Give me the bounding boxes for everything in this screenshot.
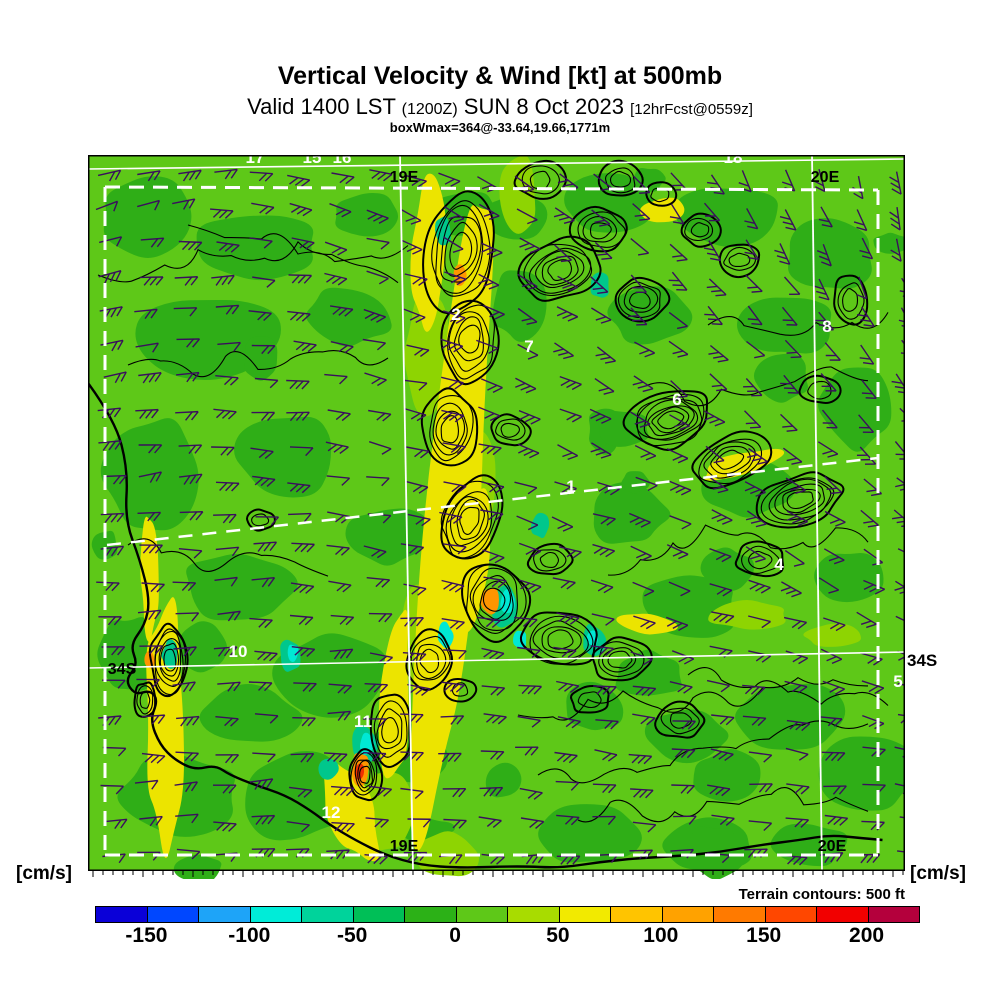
colorbar-segment: [714, 907, 766, 922]
graticule-label: 19E: [390, 169, 419, 186]
graticule-label: 19E: [390, 838, 419, 855]
colorbar-tick-label: 100: [643, 924, 679, 947]
colorbar-segment: [817, 907, 869, 922]
boxwmax-line: boxWmax=364@-33.64,19.66,1771m: [389, 120, 611, 135]
box-number-label: 6: [672, 390, 681, 409]
colorbar-segment: [662, 907, 714, 922]
colorbar-segment: [250, 907, 302, 922]
colorbar-tick-label: -100: [228, 924, 271, 947]
box-number-label: 10: [229, 642, 248, 661]
colorbar-tick-label: -150: [125, 924, 168, 947]
colorbar-segment: [559, 907, 611, 922]
colorbar-segment: [405, 907, 457, 922]
domain-box-top: [104, 185, 879, 192]
valid-prefix: Valid 1400 LST: [247, 94, 402, 119]
box-number-label: 12: [322, 803, 341, 822]
box-number-label: 18: [724, 155, 743, 167]
valid-utc: (1200Z): [401, 101, 458, 118]
box-number-label: 2: [451, 305, 460, 324]
colorbar-tick-label: 200: [849, 924, 885, 947]
terrain-contours-note: Terrain contours: 500 ft: [738, 886, 905, 903]
colorbar-tick-label: 150: [746, 924, 782, 947]
colorbar-segment: [611, 907, 663, 922]
colorbar-segment: [868, 907, 919, 922]
colorbar-segment: [765, 907, 817, 922]
colorbar-segment: [199, 907, 251, 922]
valid-date: SUN 8 Oct 2023: [457, 94, 631, 119]
colorbar: [95, 906, 920, 923]
forecast-note: [12hrFcst@0559z]: [630, 101, 753, 118]
graticule-label: 20E: [818, 838, 847, 855]
meridian-19E: [399, 155, 414, 872]
colorbar-segment: [302, 907, 354, 922]
box-number-label: 11: [354, 712, 372, 731]
graticule: [88, 155, 905, 872]
colorbar-segment: [96, 907, 148, 922]
box-number-label: 15: [303, 155, 322, 167]
box-number-label: 8: [822, 317, 831, 336]
latitude-label-right: 34S: [907, 651, 938, 670]
valid-time-line: Valid 1400 LST (1200Z) SUN 8 Oct 2023 [1…: [0, 94, 1000, 120]
box-number-label: 16: [333, 155, 352, 167]
box-number-label: 4: [774, 555, 784, 574]
meridian-20E: [811, 155, 823, 872]
colorbar-tick-label: 0: [449, 924, 461, 947]
colorbar-labels: -150 -100 -50 0 50 100 150 200: [95, 924, 918, 952]
box-number-label: 5: [893, 672, 902, 691]
map-frame: [88, 155, 905, 871]
box-number-label: 7: [524, 337, 533, 356]
wind-barbs: [95, 168, 905, 866]
colorbar-tick-label: -50: [337, 924, 368, 947]
coastline: [88, 382, 883, 869]
colorbar-segment: [353, 907, 405, 922]
colorbar-segment: [508, 907, 560, 922]
colorbar-segment: [147, 907, 199, 922]
graticule-label: 34S: [108, 661, 137, 678]
map-canvas: 17 15 16 18 2 7 6 8 1 4 10 11 12 5 19E 20E 34S 19E 20E: [88, 155, 905, 879]
units-label-left: [cm/s]: [16, 863, 72, 884]
chart-title: Vertical Velocity & Wind [kt] at 500mb: [277, 62, 723, 90]
box-number-label: 1: [566, 477, 575, 496]
parallel-34S: [88, 651, 905, 669]
frame-ticks: [92, 871, 904, 877]
box-number-label: 17: [246, 155, 265, 167]
cross-section-line: [106, 456, 879, 547]
colorbar-segment: [456, 907, 508, 922]
units-label-right: [cm/s]: [910, 863, 966, 884]
graticule-label: 20E: [811, 169, 840, 186]
colorbar-tick-label: 50: [546, 924, 570, 947]
